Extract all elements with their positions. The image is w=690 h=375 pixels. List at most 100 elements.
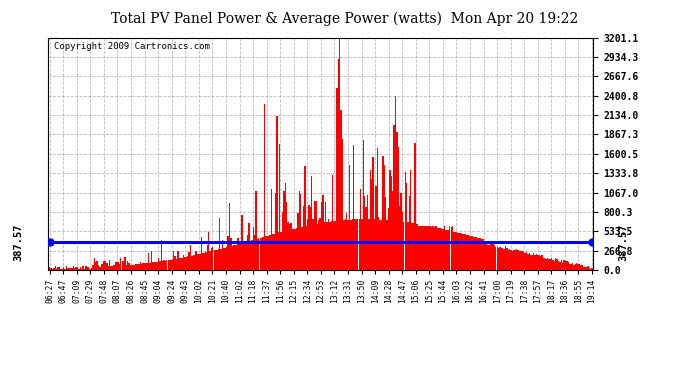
Bar xyxy=(186,257,187,270)
Bar xyxy=(433,226,434,270)
Bar xyxy=(446,230,448,270)
Bar xyxy=(181,258,183,270)
Bar xyxy=(511,250,512,270)
Bar xyxy=(497,246,498,270)
Bar xyxy=(161,240,162,270)
Bar xyxy=(424,226,426,270)
Bar xyxy=(198,254,199,270)
Bar xyxy=(168,260,169,270)
Bar xyxy=(180,258,181,270)
Bar xyxy=(229,203,230,270)
Bar xyxy=(97,261,98,270)
Bar xyxy=(144,264,145,270)
Bar xyxy=(195,251,197,270)
Bar xyxy=(359,219,360,270)
Bar xyxy=(414,144,415,270)
Bar xyxy=(53,267,55,270)
Bar xyxy=(455,232,456,270)
Bar xyxy=(512,251,513,270)
Bar xyxy=(91,268,92,270)
Bar xyxy=(199,254,201,270)
Bar xyxy=(402,212,403,270)
Bar xyxy=(571,264,572,270)
Bar xyxy=(98,266,99,270)
Bar xyxy=(239,242,240,270)
Bar xyxy=(504,249,505,270)
Bar xyxy=(513,250,515,270)
Bar xyxy=(218,249,219,270)
Bar xyxy=(289,224,290,270)
Bar xyxy=(586,267,587,270)
Bar xyxy=(154,262,155,270)
Bar xyxy=(434,227,435,270)
Bar xyxy=(329,222,331,270)
Bar xyxy=(148,254,149,270)
Bar xyxy=(81,269,82,270)
Bar xyxy=(159,261,161,270)
Bar xyxy=(275,194,276,270)
Bar xyxy=(482,239,484,270)
Bar xyxy=(84,268,86,270)
Bar xyxy=(241,214,243,270)
Bar xyxy=(591,268,593,270)
Bar xyxy=(206,246,208,270)
Bar xyxy=(462,234,463,270)
Bar xyxy=(246,242,247,270)
Bar xyxy=(282,212,283,270)
Bar xyxy=(346,213,347,270)
Bar xyxy=(537,255,538,270)
Bar xyxy=(102,264,103,270)
Bar xyxy=(421,226,422,270)
Text: 387.57: 387.57 xyxy=(13,223,23,261)
Bar xyxy=(50,268,52,270)
Bar xyxy=(130,264,131,270)
Bar xyxy=(224,248,225,270)
Bar xyxy=(495,247,497,270)
Bar xyxy=(339,38,340,270)
Bar xyxy=(183,255,184,270)
Bar xyxy=(79,267,81,270)
Bar xyxy=(395,96,396,270)
Bar xyxy=(508,250,509,270)
Bar xyxy=(187,256,188,270)
Bar xyxy=(248,223,250,270)
Bar xyxy=(261,237,262,270)
Bar xyxy=(132,265,134,270)
Bar xyxy=(117,262,119,270)
Bar xyxy=(351,219,353,270)
Bar xyxy=(335,221,336,270)
Bar xyxy=(533,253,534,270)
Bar xyxy=(518,250,519,270)
Bar xyxy=(546,258,548,270)
Bar xyxy=(466,235,467,270)
Bar xyxy=(288,222,289,270)
Bar xyxy=(166,260,168,270)
Bar xyxy=(244,242,246,270)
Bar xyxy=(262,237,264,270)
Bar xyxy=(306,226,307,270)
Bar xyxy=(501,248,502,270)
Bar xyxy=(498,248,500,270)
Bar xyxy=(139,262,141,270)
Bar xyxy=(408,196,410,270)
Bar xyxy=(584,267,586,270)
Bar xyxy=(72,266,74,270)
Bar xyxy=(403,222,404,270)
Bar xyxy=(331,221,332,270)
Bar xyxy=(548,259,549,270)
Bar xyxy=(583,267,584,270)
Bar xyxy=(378,217,380,270)
Bar xyxy=(389,170,391,270)
Bar xyxy=(158,258,159,270)
Bar xyxy=(228,236,229,270)
Bar xyxy=(523,252,524,270)
Bar xyxy=(212,247,213,270)
Bar xyxy=(575,264,576,270)
Bar xyxy=(589,268,590,270)
Bar xyxy=(116,262,117,270)
Bar xyxy=(311,176,313,270)
Bar xyxy=(193,255,194,270)
Bar xyxy=(258,238,259,270)
Bar xyxy=(230,238,232,270)
Bar xyxy=(459,233,460,270)
